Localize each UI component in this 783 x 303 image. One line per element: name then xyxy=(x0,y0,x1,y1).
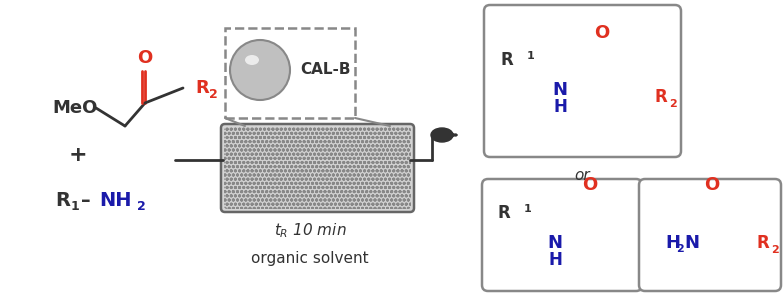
Circle shape xyxy=(230,40,290,100)
Text: NH: NH xyxy=(99,191,132,209)
Ellipse shape xyxy=(431,128,453,142)
FancyBboxPatch shape xyxy=(639,179,781,291)
FancyBboxPatch shape xyxy=(221,124,414,212)
Ellipse shape xyxy=(245,55,259,65)
Text: –: – xyxy=(81,191,91,209)
Text: 1: 1 xyxy=(524,204,532,214)
Text: O: O xyxy=(705,176,720,194)
FancyBboxPatch shape xyxy=(224,127,411,209)
Text: H: H xyxy=(548,251,562,269)
Text: or: or xyxy=(574,168,590,182)
Text: 2: 2 xyxy=(676,244,684,254)
Text: N: N xyxy=(553,81,568,99)
Text: 2: 2 xyxy=(137,199,146,212)
Text: +: + xyxy=(69,145,88,165)
Text: R: R xyxy=(55,191,70,209)
Text: 1: 1 xyxy=(527,51,535,61)
Text: CAL-B: CAL-B xyxy=(300,62,351,78)
Text: 2: 2 xyxy=(669,99,677,109)
Text: H: H xyxy=(553,98,567,116)
Text: 1: 1 xyxy=(71,199,80,212)
Text: R: R xyxy=(655,88,668,106)
Text: O: O xyxy=(594,24,610,42)
Text: N: N xyxy=(547,234,562,252)
Text: H: H xyxy=(665,234,680,252)
Text: R: R xyxy=(497,204,510,222)
FancyBboxPatch shape xyxy=(482,179,642,291)
Text: organic solvent: organic solvent xyxy=(251,251,369,265)
Text: MeO: MeO xyxy=(52,99,97,117)
Text: $t_R$ 10 min: $t_R$ 10 min xyxy=(274,222,346,240)
FancyBboxPatch shape xyxy=(484,5,681,157)
Text: R: R xyxy=(195,79,209,97)
Text: 2: 2 xyxy=(209,88,218,102)
Text: N: N xyxy=(684,234,699,252)
Text: R: R xyxy=(500,51,513,69)
Text: R: R xyxy=(757,234,770,252)
Text: 2: 2 xyxy=(771,245,779,255)
Text: O: O xyxy=(137,49,153,67)
Text: O: O xyxy=(583,176,597,194)
